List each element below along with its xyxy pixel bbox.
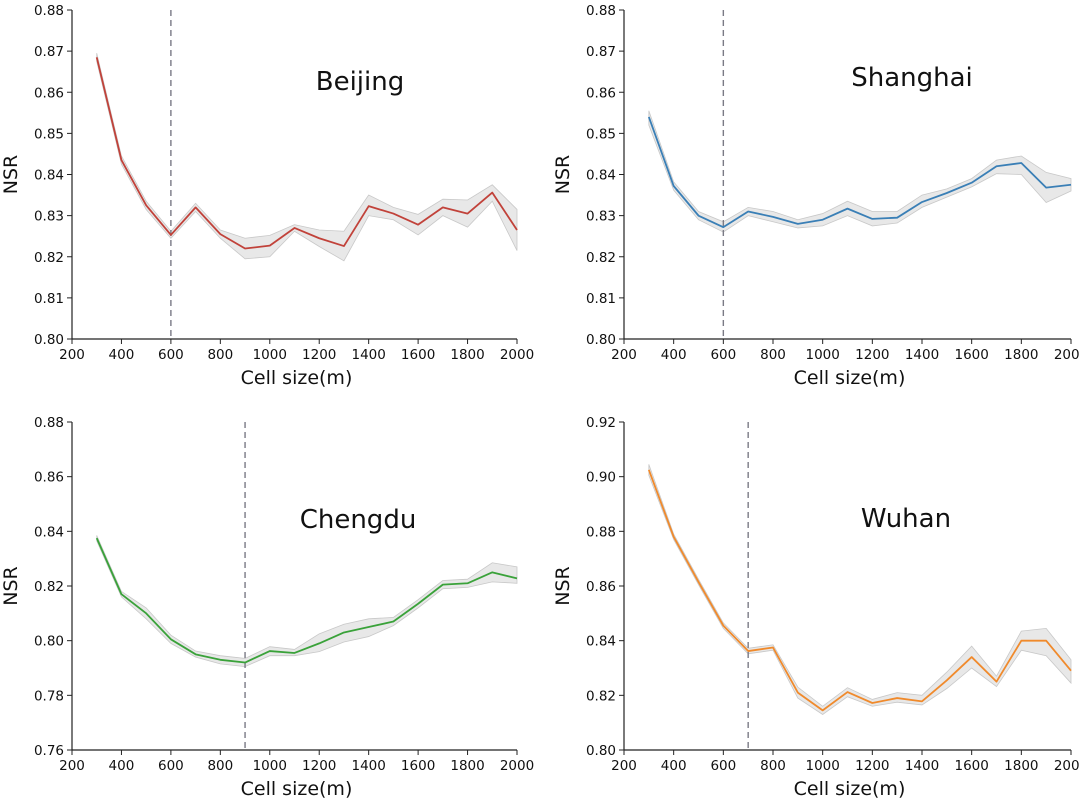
x-tick-label: 200 (59, 347, 85, 363)
y-tick-label: 0.88 (34, 415, 64, 431)
chart-panel: 200 400 600 800 1000 1200 1400 1600 1800 2000 0.80… (552, 415, 1080, 800)
x-tick-label: 1000 (253, 758, 287, 774)
x-tick-label: 1800 (1004, 347, 1038, 363)
confidence-band (96, 53, 518, 262)
y-tick-label: 0.82 (586, 688, 616, 704)
chart-panel: 200 400 600 800 1000 1200 1400 1600 1800 2000 0.76… (0, 415, 534, 800)
x-tick-label: 400 (109, 758, 135, 774)
series-line (647, 116, 1072, 229)
x-tick-label: 2000 (1054, 347, 1080, 363)
chart-title: Beijing (316, 67, 405, 97)
y-tick-label: 0.82 (34, 579, 64, 595)
x-axis-title: Cell size(m) (241, 778, 353, 800)
x-tick-label: 1200 (855, 758, 889, 774)
x-axis-title: Cell size(m) (794, 367, 906, 389)
x-tick-label: 600 (158, 347, 184, 363)
chart-title: Chengdu (300, 505, 417, 535)
y-axis-title: NSR (552, 566, 574, 605)
y-tick-label: 0.87 (34, 44, 64, 60)
x-axis-title: Cell size(m) (241, 367, 353, 389)
x-axis-title: Cell size(m) (794, 778, 906, 800)
confidence-band (648, 464, 1072, 715)
x-tick-label: 200 (59, 758, 85, 774)
x-tick-label: 800 (760, 758, 786, 774)
confidence-band (648, 110, 1072, 233)
x-tick-label: 1600 (401, 758, 435, 774)
y-tick-label: 0.86 (586, 85, 616, 101)
x-tick-label: 1800 (450, 758, 484, 774)
x-tick-label: 600 (710, 758, 736, 774)
y-tick-label: 0.80 (586, 743, 616, 759)
y-tick-label: 0.83 (34, 209, 64, 225)
y-tick-label: 0.82 (586, 250, 616, 266)
chart-title: Shanghai (851, 63, 973, 93)
y-tick-label: 0.84 (34, 524, 64, 540)
x-tick-label: 1200 (855, 347, 889, 363)
y-tick-label: 0.85 (586, 126, 616, 142)
x-tick-label: 1800 (1004, 758, 1038, 774)
chart-title: Wuhan (861, 504, 951, 534)
chart-panel: 200 400 600 800 1000 1200 1400 1600 1800 2000 0.80… (552, 3, 1080, 389)
y-tick-label: 0.88 (34, 3, 64, 19)
x-tick-label: 400 (661, 347, 687, 363)
x-tick-label: 400 (661, 758, 687, 774)
x-tick-label: 600 (710, 347, 736, 363)
series-line (647, 469, 1072, 712)
x-tick-label: 1400 (351, 347, 385, 363)
chart-panel: 200 400 600 800 1000 1200 1400 1600 1800 2000 0.80… (0, 3, 534, 389)
x-tick-label: 1000 (805, 758, 839, 774)
y-tick-label: 0.86 (586, 579, 616, 595)
y-tick-label: 0.81 (34, 291, 64, 307)
y-tick-label: 0.88 (586, 524, 616, 540)
x-tick-label: 800 (760, 347, 786, 363)
x-tick-label: 1800 (450, 347, 484, 363)
confidence-band (96, 535, 518, 668)
y-axis-title: NSR (552, 155, 574, 194)
series-line (95, 57, 518, 250)
y-tick-label: 0.83 (586, 209, 616, 225)
y-tick-label: 0.85 (34, 126, 64, 142)
x-tick-label: 800 (207, 347, 233, 363)
x-tick-label: 400 (109, 347, 135, 363)
x-tick-label: 2000 (1054, 758, 1080, 774)
y-tick-label: 0.92 (586, 415, 616, 431)
x-tick-label: 1400 (351, 758, 385, 774)
series-line (95, 537, 518, 664)
x-tick-label: 200 (611, 758, 637, 774)
y-tick-label: 0.80 (34, 332, 64, 348)
y-tick-label: 0.84 (586, 168, 616, 184)
x-tick-label: 1400 (905, 758, 939, 774)
x-tick-label: 1000 (805, 347, 839, 363)
y-tick-label: 0.76 (34, 743, 64, 759)
y-tick-label: 0.84 (586, 634, 616, 650)
y-tick-label: 0.88 (586, 3, 616, 19)
x-tick-label: 1600 (954, 758, 988, 774)
x-tick-label: 2000 (500, 758, 534, 774)
y-tick-label: 0.81 (586, 291, 616, 307)
x-tick-label: 1000 (253, 347, 287, 363)
x-tick-label: 1200 (302, 347, 336, 363)
y-tick-label: 0.80 (34, 634, 64, 650)
y-tick-label: 0.86 (34, 470, 64, 486)
y-tick-label: 0.78 (34, 688, 64, 704)
x-tick-label: 200 (611, 347, 637, 363)
x-tick-label: 800 (207, 758, 233, 774)
y-tick-label: 0.82 (34, 250, 64, 266)
y-tick-label: 0.86 (34, 85, 64, 101)
x-tick-label: 1600 (954, 347, 988, 363)
y-tick-label: 0.90 (586, 470, 616, 486)
x-tick-label: 1200 (302, 758, 336, 774)
x-tick-label: 600 (158, 758, 184, 774)
y-tick-label: 0.87 (586, 44, 616, 60)
y-axis-title: NSR (0, 566, 22, 605)
y-axis-title: NSR (0, 155, 22, 194)
x-tick-label: 2000 (500, 347, 534, 363)
y-tick-label: 0.80 (586, 332, 616, 348)
x-tick-label: 1400 (905, 347, 939, 363)
y-tick-label: 0.84 (34, 168, 64, 184)
x-tick-label: 1600 (401, 347, 435, 363)
